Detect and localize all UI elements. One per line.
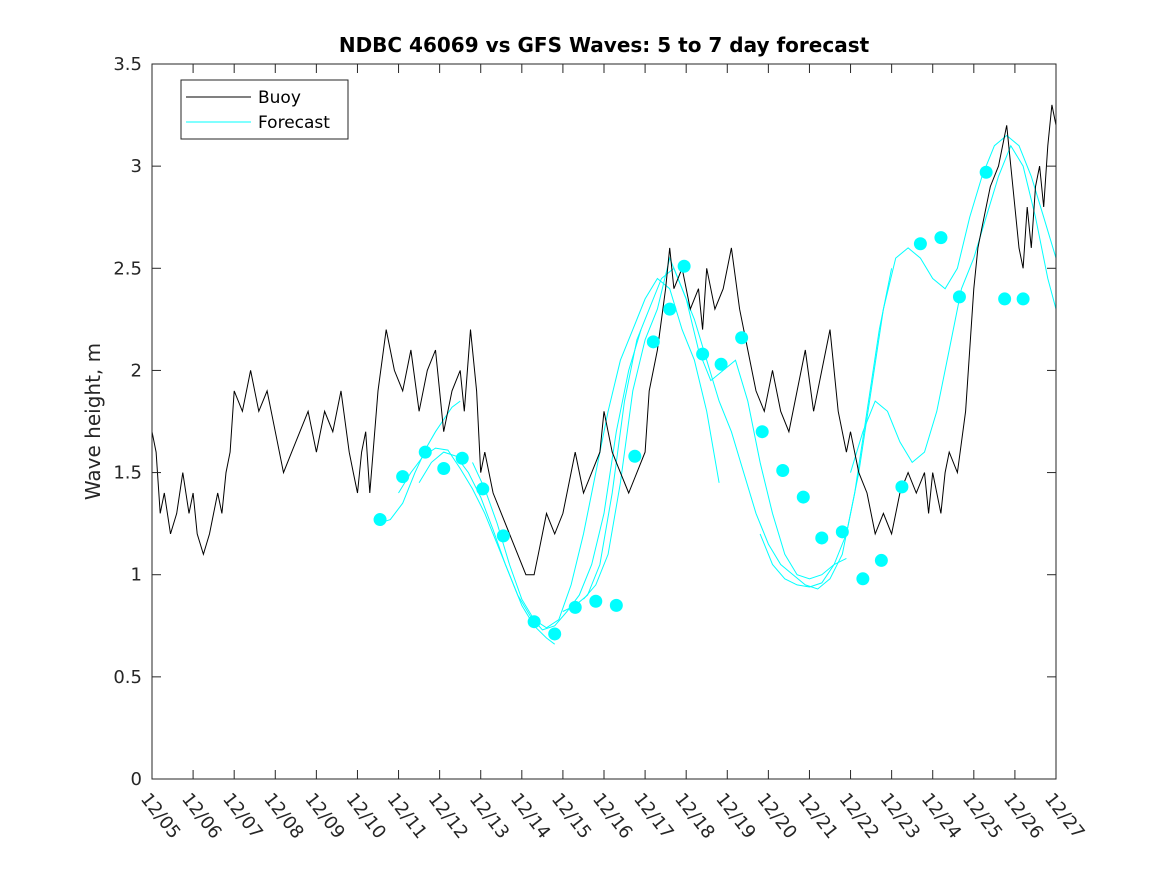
forecast-marker: [548, 627, 562, 641]
forecast-marker: [589, 594, 603, 608]
y-tick-label: 2: [131, 360, 142, 381]
forecast-marker: [496, 529, 510, 543]
forecast-marker: [714, 357, 728, 371]
forecast-line: [850, 144, 1057, 473]
forecast-marker: [527, 615, 541, 629]
forecast-marker: [874, 553, 888, 567]
y-tick-label: 0: [131, 769, 142, 790]
forecast-marker: [568, 600, 582, 614]
forecast-marker: [998, 292, 1012, 306]
forecast-marker: [895, 480, 909, 494]
forecast-line: [472, 277, 720, 629]
y-tick-label: 3: [131, 156, 142, 177]
forecast-marker: [455, 451, 469, 465]
buoy-series-group: [151, 104, 1057, 576]
forecast-marker: [776, 464, 790, 478]
forecast-marker: [796, 490, 810, 504]
legend-buoy-label: Buoy: [258, 88, 301, 108]
legend-box: [180, 79, 349, 140]
forecast-marker: [677, 259, 691, 273]
forecast-marker: [979, 165, 993, 179]
chart-title: NDBC 46069 vs GFS Waves: 5 to 7 day fore…: [339, 33, 870, 57]
forecast-marker: [856, 572, 870, 586]
y-axis: 0 0.5 1 1.5 2 2.5 3 3.5: [113, 54, 1056, 790]
forecast-marker: [913, 237, 927, 251]
forecast-markers-group: [373, 165, 1030, 641]
y-tick-label: 1: [131, 565, 142, 586]
forecast-marker: [396, 470, 410, 484]
forecast-marker: [418, 445, 432, 459]
buoy-line: [151, 104, 1057, 576]
forecast-marker: [373, 513, 387, 527]
forecast-line: [759, 134, 1057, 588]
y-tick-label: 2.5: [113, 258, 142, 279]
legend: Buoy Forecast: [180, 79, 349, 140]
forecast-marker: [934, 231, 948, 245]
forecast-marker: [755, 425, 769, 439]
y-tick-label: 1.5: [113, 463, 142, 484]
legend-forecast-label: Forecast: [258, 113, 330, 133]
forecast-marker: [735, 331, 749, 345]
forecast-marker: [437, 461, 451, 475]
forecast-marker: [696, 347, 710, 361]
forecast-marker: [609, 598, 623, 612]
y-tick-label: 0.5: [113, 667, 142, 688]
forecast-line: [562, 267, 847, 612]
forecast-marker: [628, 449, 642, 463]
forecast-marker: [1016, 292, 1030, 306]
plot-area: [152, 64, 1056, 779]
forecast-marker: [815, 531, 829, 545]
forecast-marker: [835, 525, 849, 539]
y-tick-label: 3.5: [113, 54, 142, 75]
forecast-marker: [952, 290, 966, 304]
y-axis-label: Wave height, m: [81, 343, 105, 500]
forecast-marker: [646, 335, 660, 349]
forecast-line: [583, 256, 893, 600]
forecast-marker: [663, 302, 677, 316]
forecast-marker: [476, 482, 490, 496]
